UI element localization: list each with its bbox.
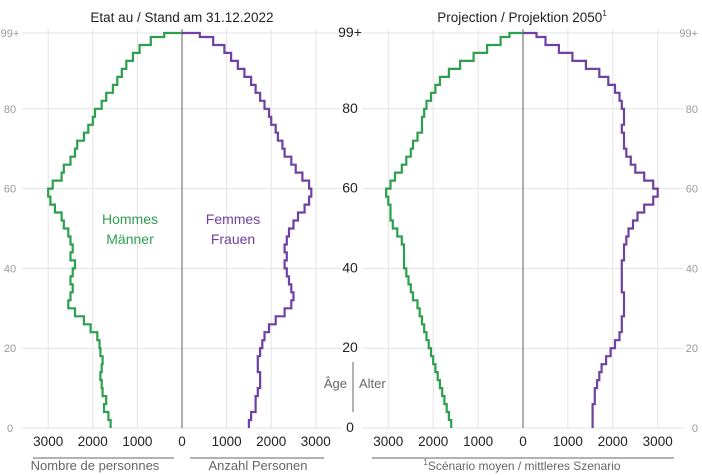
- series-men-2050: [385, 31, 523, 428]
- x-tick-label: 1000: [212, 434, 242, 449]
- ticks-2050: 3000 2000 1000 0 1000 2000 3000 0 0 20 20 40 40 60 60 8…: [338, 24, 698, 449]
- age-tick-label: 20: [4, 343, 16, 355]
- age-tick-label: 60: [342, 180, 358, 196]
- age-tick-label: 40: [342, 259, 358, 275]
- age-tick-label-right: 20: [686, 343, 698, 355]
- series-men-2022: [47, 31, 182, 428]
- chart-title-2050-superscript: 1: [602, 9, 607, 18]
- series-women-2050: [523, 31, 659, 428]
- age-axis-label-fr: Âge: [324, 376, 347, 391]
- age-tick-label: 60: [4, 184, 16, 196]
- age-tick-label: 40: [4, 263, 16, 275]
- chart-title-2050-text: Projection / Projektion 2050: [437, 10, 602, 25]
- age-tick-label: 99+: [338, 24, 362, 40]
- age-tick-label: 80: [342, 100, 358, 116]
- x-tick-label: 2000: [418, 434, 448, 449]
- chart-title-2022: Etat au / Stand am 31.12.2022: [90, 10, 273, 25]
- chart-title-2050: Projection / Projektion 20501: [437, 9, 607, 25]
- label-maenner: Männer: [106, 231, 154, 247]
- x-tick-label: 3000: [33, 434, 63, 449]
- label-frauen: Frauen: [211, 231, 255, 247]
- footnote-marker: 1: [423, 458, 428, 467]
- marks-2022: [47, 31, 313, 428]
- age-tick-label: 80: [4, 104, 16, 116]
- age-tick-label-right: 0: [692, 423, 698, 435]
- x-tick-label: 2000: [256, 434, 286, 449]
- footnote-text: Scénario moyen / mittleres Szenario: [428, 459, 621, 473]
- age-axis-label-de: Alter: [359, 376, 386, 391]
- pyramid-2050: 3000 2000 1000 0 1000 2000 3000 0 0 20 20 40 40 60 60 8…: [324, 9, 698, 473]
- x-tick-label: 1000: [463, 434, 493, 449]
- label-femmes: Femmes: [206, 211, 260, 227]
- x-tick-label: 3000: [373, 434, 403, 449]
- x-tick-label: 0: [519, 434, 527, 449]
- label-hommes: Hommes: [102, 211, 158, 227]
- series-women-2022: [182, 31, 313, 428]
- x-tick-label: 3000: [643, 434, 673, 449]
- x-tick-label: 0: [178, 434, 186, 449]
- age-tick-label: 0: [346, 419, 354, 435]
- x-tick-label: 3000: [301, 434, 331, 449]
- footnote: 1Scénario moyen / mittleres Szenario: [423, 458, 621, 473]
- grid-2050: [362, 29, 684, 429]
- x-tick-label: 1000: [553, 434, 583, 449]
- age-tick-label-right: 60: [686, 184, 698, 196]
- age-tick-label-right: 99+: [679, 28, 698, 40]
- marks-2050: [385, 31, 659, 428]
- x-tick-label: 2000: [598, 434, 628, 449]
- xlabel-right: Anzahl Personen: [208, 458, 307, 473]
- age-tick-label: 20: [342, 339, 358, 355]
- age-tick-label: 99+: [1, 28, 20, 40]
- age-tick-label-right: 80: [686, 104, 698, 116]
- x-tick-label: 1000: [122, 434, 152, 449]
- age-tick-label: 0: [7, 423, 13, 435]
- age-tick-label-right: 40: [686, 263, 698, 275]
- pyramid-2022: 3000 2000 1000 0 1000 2000 3000 0 20 40 60 80 99+ Et…: [1, 10, 342, 473]
- x-tick-label: 2000: [78, 434, 108, 449]
- xlabel-left: Nombre de personnes: [31, 458, 160, 473]
- ticks-2022: 3000 2000 1000 0 1000 2000 3000 0 20 40 60 80 99+: [1, 28, 331, 449]
